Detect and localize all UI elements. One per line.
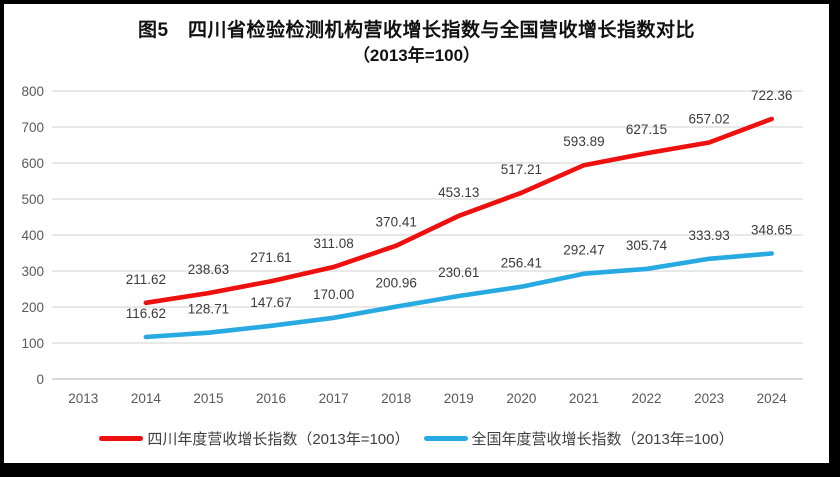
data-label: 657.02 [688,111,729,126]
x-axis-tick-label: 2020 [506,391,536,406]
y-axis-tick-label: 500 [21,192,44,207]
legend-item-sichuan: 四川年度营收增长指数（2013年=100） [99,428,410,449]
x-axis-tick-label: 2016 [256,391,286,406]
x-axis-tick-label: 2021 [569,391,599,406]
data-label: 311.08 [313,236,353,251]
x-axis-tick-label: 2019 [444,391,474,406]
chart-title-line2: （2013年=100） [352,46,481,65]
legend-label-national: 全国年度营收增长指数（2013年=100） [471,431,734,448]
data-label: 722.36 [751,88,792,103]
chart-legend: 四川年度营收增长指数（2013年=100） 全国年度营收增长指数（2013年=1… [4,428,829,449]
x-axis-tick-label: 2017 [319,391,349,406]
y-axis-tick-label: 800 [21,84,44,99]
chart-title: 图5 四川省检验检测机构营收增长指数与全国营收增长指数对比 （2013年=100… [4,18,829,68]
x-axis-tick-label: 2023 [694,391,724,406]
series-line [143,116,775,306]
legend-item-national: 全国年度营收增长指数（2013年=100） [423,428,734,449]
series-line [143,251,775,340]
data-label: 116.62 [126,306,166,321]
data-label: 517.21 [501,162,542,177]
x-axis-tick-label: 2024 [757,391,788,406]
x-axis-tick-label: 2015 [193,391,223,406]
data-label: 453.13 [438,185,479,200]
chart-title-line1: 图5 四川省检验检测机构营收增长指数与全国营收增长指数对比 [137,20,696,41]
sichuan-line-swatch-icon [99,436,144,441]
y-axis-tick-label: 100 [21,336,44,351]
y-axis-tick-label: 600 [21,156,44,171]
y-axis-tick-label: 400 [21,228,44,243]
data-label: 211.62 [126,272,166,287]
legend-label-sichuan: 四川年度营收增长指数（2013年=100） [147,431,410,448]
y-axis-tick-label: 0 [36,372,44,387]
data-label: 200.96 [376,276,417,291]
y-axis-tick-label: 300 [21,264,44,279]
x-axis-tick-label: 2018 [381,391,411,406]
data-label: 333.93 [688,228,729,243]
data-label: 271.61 [250,250,291,265]
x-axis-tick-label: 2014 [131,391,162,406]
data-label: 230.61 [438,265,479,280]
x-axis-tick-label: 2013 [68,391,98,406]
data-label: 348.65 [751,222,792,237]
data-label: 147.67 [250,295,291,310]
national-line-swatch-icon [423,436,468,441]
data-label: 593.89 [563,134,604,149]
data-label: 256.41 [501,256,542,271]
y-axis-tick-label: 700 [21,120,44,135]
data-label: 170.00 [313,287,354,302]
x-axis-tick-label: 2022 [632,391,662,406]
data-label: 238.63 [188,262,229,277]
data-label: 305.74 [626,238,668,253]
data-label: 128.71 [188,302,229,317]
data-label: 292.47 [563,243,604,258]
data-label: 370.41 [376,215,417,230]
data-label: 627.15 [626,122,667,137]
y-axis-tick-label: 200 [21,300,44,315]
